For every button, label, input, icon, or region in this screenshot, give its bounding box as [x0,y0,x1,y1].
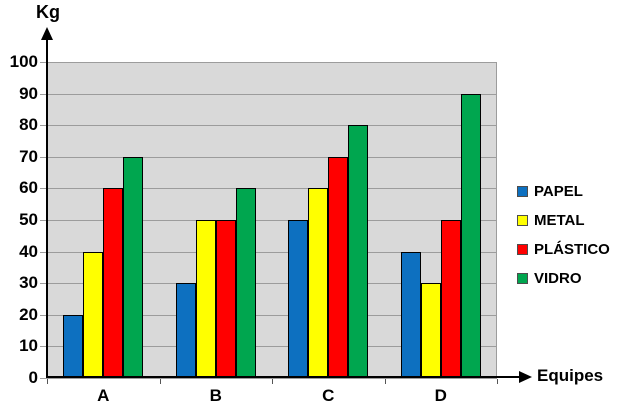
bar-c-papel [288,220,309,378]
y-tick-label: 0 [28,368,38,387]
bar-d-papel [400,252,421,378]
y-axis-arrow-icon [41,27,53,40]
x-tick [497,379,498,384]
y-axis-title: Kg [36,2,60,22]
gridline [40,156,497,158]
gridline [40,346,497,348]
bar-a-vidro [123,157,144,378]
legend-item-plastico: PLÁSTICO [517,240,610,259]
bar-c-vidro [348,125,369,378]
gridline [40,125,497,127]
x-tick [160,379,161,384]
y-tick-label: 50 [19,210,38,229]
gridline [40,62,497,63]
legend-label: VIDRO [534,270,582,287]
x-tick-labels: A B C D [47,386,497,408]
bar-a-metal [83,252,104,378]
gridline [40,314,497,316]
y-tick-label: 30 [19,273,38,293]
x-tick-label-d: D [434,386,447,405]
bar-c-plástico [328,157,349,378]
y-tick-label: 100 [9,52,38,71]
bar-a-papel [63,315,84,378]
y-tick-label: 60 [19,178,38,198]
bar-c-metal [308,188,329,378]
x-tick-label-b: B [209,386,222,405]
legend-item-papel: PAPEL [517,182,610,201]
legend-item-vidro: VIDRO [517,269,610,288]
x-axis-line [47,376,520,378]
y-tick-label: 40 [19,241,38,261]
y-tick-label: 20 [19,304,38,324]
y-tick-label: 10 [19,336,38,356]
y-tick-label: 70 [19,146,38,166]
gridline [40,283,497,285]
y-axis-line [46,40,48,378]
x-axis-arrow-icon [519,371,532,383]
gridline [40,220,497,221]
papel-swatch-icon [517,186,528,197]
x-tick [272,379,273,384]
x-tick-label-c: C [322,386,335,405]
plastico-swatch-icon [517,244,528,255]
bar-d-metal [420,283,441,378]
gridlines-layer [40,62,497,379]
gridline [40,93,497,95]
bars-layer [47,62,497,378]
y-tick-label: 80 [19,115,38,135]
bar-a-plástico [103,188,124,378]
bar-b-papel [175,283,196,378]
x-tick-label-a: A [97,386,110,405]
legend: PAPEL METAL PLÁSTICO VIDRO [517,182,610,298]
legend-label: PAPEL [534,183,583,200]
y-tick-labels: 0 10 20 30 40 50 60 70 80 90 100 [0,0,38,411]
gridline [40,378,497,379]
bar-b-metal [195,220,216,378]
gridline [40,188,497,190]
legend-label: PLÁSTICO [534,241,610,258]
vidro-swatch-icon [517,273,528,284]
gridline [40,251,497,253]
y-tick-label: 90 [19,83,38,103]
bar-b-vidro [235,188,256,378]
legend-label: METAL [534,212,585,229]
bar-b-plástico [215,220,236,378]
bar-d-vidro [460,94,481,378]
metal-swatch-icon [517,215,528,226]
legend-item-metal: METAL [517,211,610,230]
x-tick [47,379,48,384]
x-axis-title: Equipes [537,366,604,385]
x-tick [385,379,386,384]
bar-d-plástico [440,220,461,378]
